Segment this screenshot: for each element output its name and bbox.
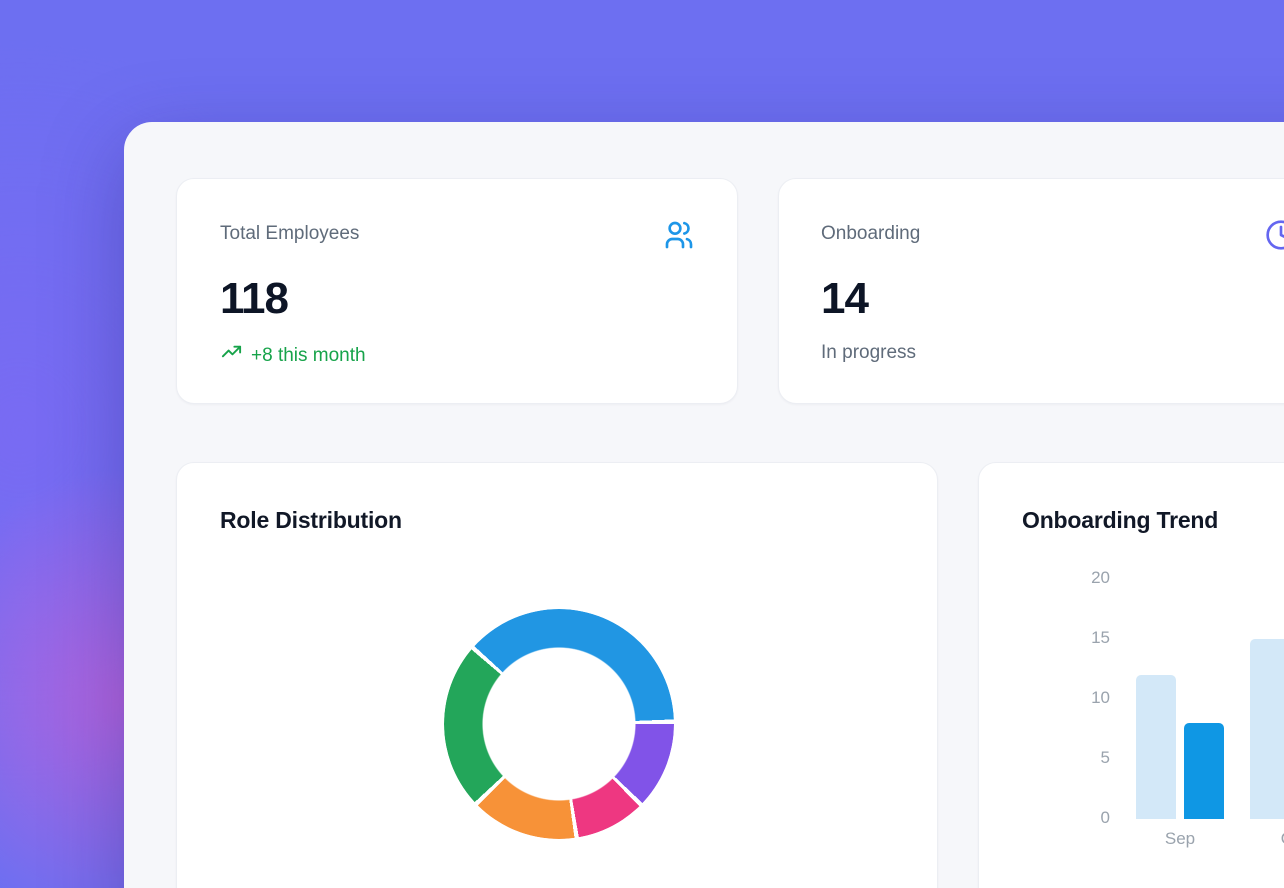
stat-value: 14	[821, 274, 869, 323]
stat-delta-text: +8 this month	[251, 344, 366, 366]
stat-card-onboarding: Onboarding 14 In progress	[778, 178, 1284, 404]
stat-value: 118	[220, 274, 289, 323]
y-axis-tick-label: 0	[1100, 808, 1110, 827]
trend-bar-chart: 0 5 10 15 20 Sep Oct	[979, 463, 1284, 888]
onboarding-trend-card: Onboarding Trend 0 5 10 15 20 Sep Oct	[978, 462, 1284, 888]
clock-icon	[1265, 219, 1284, 256]
y-axis-tick-label: 20	[1091, 568, 1110, 587]
stat-sub-text: In progress	[821, 342, 917, 363]
card-title: Onboarding Trend	[1022, 507, 1219, 533]
stat-label: Onboarding	[821, 223, 921, 244]
bar-series-dark-sep	[1184, 723, 1224, 819]
stat-label: Total Employees	[220, 223, 360, 244]
trending-up-icon	[220, 340, 243, 371]
bar-series-light-sep	[1136, 675, 1176, 819]
users-icon	[663, 219, 695, 256]
stat-card-total-employees: Total Employees 118 +8 this month	[176, 178, 738, 404]
role-distribution-card: Role Distribution	[176, 462, 938, 888]
bar-series-light-oct	[1250, 639, 1284, 819]
x-axis-label: Oct	[1249, 829, 1284, 849]
y-axis-tick-label: 15	[1091, 628, 1110, 647]
y-axis-tick-label: 5	[1100, 748, 1110, 767]
role-donut-chart	[444, 609, 674, 839]
dashboard-panel: Total Employees 118 +8 this month	[124, 122, 1284, 888]
card-title: Role Distribution	[220, 507, 402, 533]
x-axis-label: Sep	[1164, 829, 1196, 848]
y-axis-tick-label: 10	[1091, 688, 1110, 707]
